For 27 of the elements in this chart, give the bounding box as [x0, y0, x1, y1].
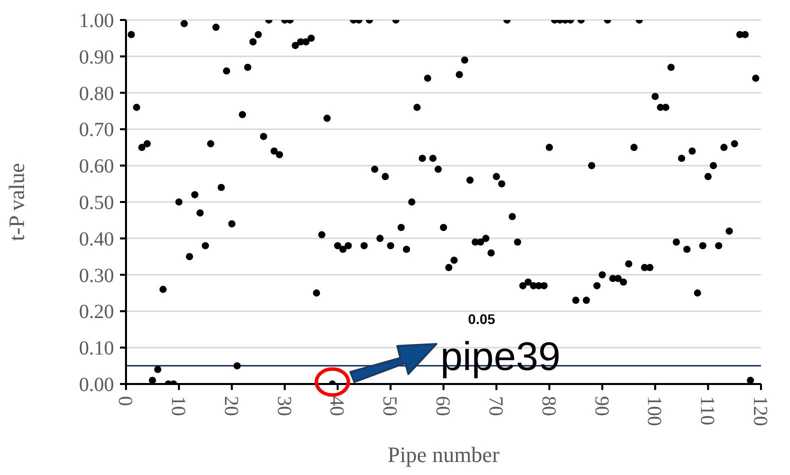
- y-tick-label: 0.00: [79, 374, 114, 396]
- y-tick-label: 0.30: [79, 264, 114, 287]
- x-tick-label: 90: [590, 396, 612, 416]
- x-tick-label: 110: [696, 396, 718, 426]
- x-tick-label: 10: [166, 396, 189, 416]
- x-tick-label: 40: [326, 396, 348, 416]
- x-tick-label: 70: [484, 396, 506, 416]
- y-tick-label: 0.60: [79, 156, 114, 178]
- x-tick-label: 100: [643, 396, 666, 426]
- x-tick-label: 50: [378, 396, 401, 416]
- y-tick-label: 0.50: [79, 192, 114, 214]
- y-tick-label: 0.20: [79, 301, 114, 324]
- x-tick-label: 60: [432, 396, 454, 416]
- y-tick-label: 0.40: [79, 228, 114, 250]
- x-tick-label: 0: [114, 396, 136, 406]
- x-tick-label: 20: [220, 396, 242, 416]
- y-tick-label: 0.80: [79, 82, 114, 105]
- ref-line-label: 0.05: [468, 310, 496, 327]
- y-tick-label: 0.10: [79, 338, 114, 360]
- x-axis-title: Pipe number: [388, 442, 500, 467]
- x-tick-label: 30: [272, 396, 295, 416]
- y-tick-label: 0.70: [79, 119, 114, 142]
- y-tick-label: 0.90: [79, 46, 114, 68]
- x-tick-label: 120: [749, 396, 771, 426]
- x-tick-label: 80: [537, 396, 560, 416]
- y-tick-label: 1.00: [79, 10, 114, 32]
- y-axis-title: t-P value: [4, 163, 29, 241]
